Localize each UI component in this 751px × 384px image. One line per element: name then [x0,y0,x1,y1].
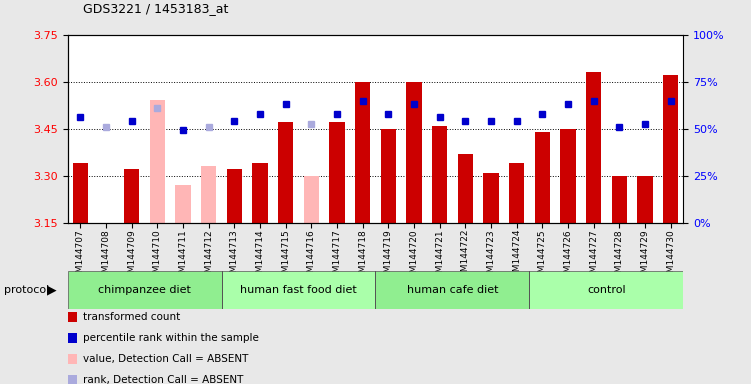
Bar [176,185,191,223]
Text: human fast food diet: human fast food diet [240,285,357,295]
Bar [227,169,242,223]
Bar [278,122,294,223]
Bar [201,166,216,223]
Bar [484,172,499,223]
Text: protocol: protocol [4,285,49,295]
Text: value, Detection Call = ABSENT: value, Detection Call = ABSENT [83,354,249,364]
Bar [560,129,576,223]
Bar [509,163,524,223]
Text: human cafe diet: human cafe diet [407,285,498,295]
Bar [149,101,165,223]
Text: percentile rank within the sample: percentile rank within the sample [83,333,259,343]
Bar [68,271,222,309]
Text: transformed count: transformed count [83,312,180,322]
Bar [663,75,678,223]
Bar [303,176,319,223]
Text: ▶: ▶ [47,283,57,296]
Bar [222,271,376,309]
Bar [124,169,140,223]
Bar [611,176,627,223]
Text: control: control [587,285,626,295]
Bar [73,163,88,223]
Bar [329,122,345,223]
Bar [355,82,370,223]
Bar [376,271,529,309]
Text: chimpanzee diet: chimpanzee diet [98,285,191,295]
Text: rank, Detection Call = ABSENT: rank, Detection Call = ABSENT [83,375,244,384]
Bar [637,176,653,223]
Bar [535,132,550,223]
Bar [406,82,421,223]
Text: GDS3221 / 1453183_at: GDS3221 / 1453183_at [83,2,228,15]
Bar [432,126,448,223]
Bar [529,271,683,309]
Bar [252,163,267,223]
Bar [586,72,602,223]
Bar [457,154,473,223]
Bar [381,129,396,223]
